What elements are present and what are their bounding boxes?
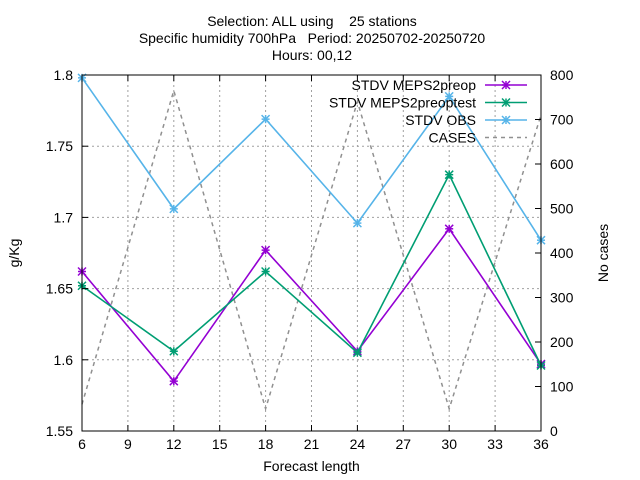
data-point <box>444 91 454 101</box>
y2-tick-label: 0 <box>550 423 558 439</box>
y-tick-label: 1.75 <box>46 138 73 154</box>
data-point <box>444 170 454 180</box>
y-tick-label: 1.55 <box>46 423 73 439</box>
y-tick-label: 1.7 <box>54 209 74 225</box>
x-axis-label: Forecast length <box>263 458 360 474</box>
y2-tick-label: 400 <box>550 245 574 261</box>
data-point <box>169 376 179 386</box>
data-point <box>169 346 179 356</box>
x-tick-label: 36 <box>533 436 549 452</box>
y2-tick-label: 500 <box>550 201 574 217</box>
x-tick-label: 6 <box>78 436 86 452</box>
series-lines <box>77 73 546 412</box>
data-point <box>261 245 271 255</box>
y2-tick-label: 800 <box>550 67 574 83</box>
y-tick-label: 1.65 <box>46 281 73 297</box>
data-point <box>352 348 362 358</box>
y2-axis-label: No cases <box>595 224 611 282</box>
legend-label: STDV MEPS2preoptest <box>329 95 476 111</box>
y2-tick-label: 700 <box>550 112 574 128</box>
title-line: Hours: 00,12 <box>272 47 352 63</box>
x-tick-label: 33 <box>487 436 503 452</box>
title-line: Specific humidity 700hPa Period: 2025070… <box>139 30 486 46</box>
legend-label: STDV MEPS2preop <box>352 77 477 93</box>
axis-ticks: 6 9 12 15 18 21 24 27 30 33 36 1.55 1.6 1.65 1.7 1.75 1.… <box>46 67 574 452</box>
series-line-0 <box>81 227 542 383</box>
plot-frame <box>81 74 542 432</box>
y-tick-label: 1.6 <box>54 352 74 368</box>
series-line-3 <box>81 87 542 412</box>
x-tick-label: 21 <box>304 436 320 452</box>
data-point <box>261 114 271 124</box>
data-point <box>444 224 454 234</box>
y2-tick-label: 200 <box>550 334 574 350</box>
series-line-2 <box>81 77 542 241</box>
x-tick-label: 27 <box>396 436 412 452</box>
x-tick-label: 9 <box>124 436 132 452</box>
legend-marker <box>501 115 511 125</box>
y-axis-label: g/Kg <box>6 239 22 268</box>
series-line-1 <box>81 172 542 366</box>
title-line: Selection: ALL using 25 stations <box>207 13 417 29</box>
x-tick-label: 15 <box>212 436 228 452</box>
data-point <box>169 204 179 214</box>
legend-marker <box>501 97 511 108</box>
y2-tick-label: 600 <box>550 156 574 172</box>
x-tick-label: 24 <box>350 436 366 452</box>
legend-label: STDV OBS <box>405 112 476 128</box>
x-tick-label: 30 <box>441 436 457 452</box>
x-tick-label: 12 <box>166 436 182 452</box>
data-point <box>352 218 362 228</box>
chart-title: Selection: ALL using 25 stationsSpecific… <box>139 13 486 63</box>
legend-label: CASES <box>429 130 476 146</box>
y2-tick-label: 100 <box>550 379 574 395</box>
legend-marker <box>501 80 511 90</box>
data-point <box>261 266 271 277</box>
y-tick-label: 1.8 <box>54 67 74 83</box>
grid <box>82 75 541 431</box>
y2-tick-label: 300 <box>550 290 574 306</box>
x-tick-label: 18 <box>258 436 274 452</box>
